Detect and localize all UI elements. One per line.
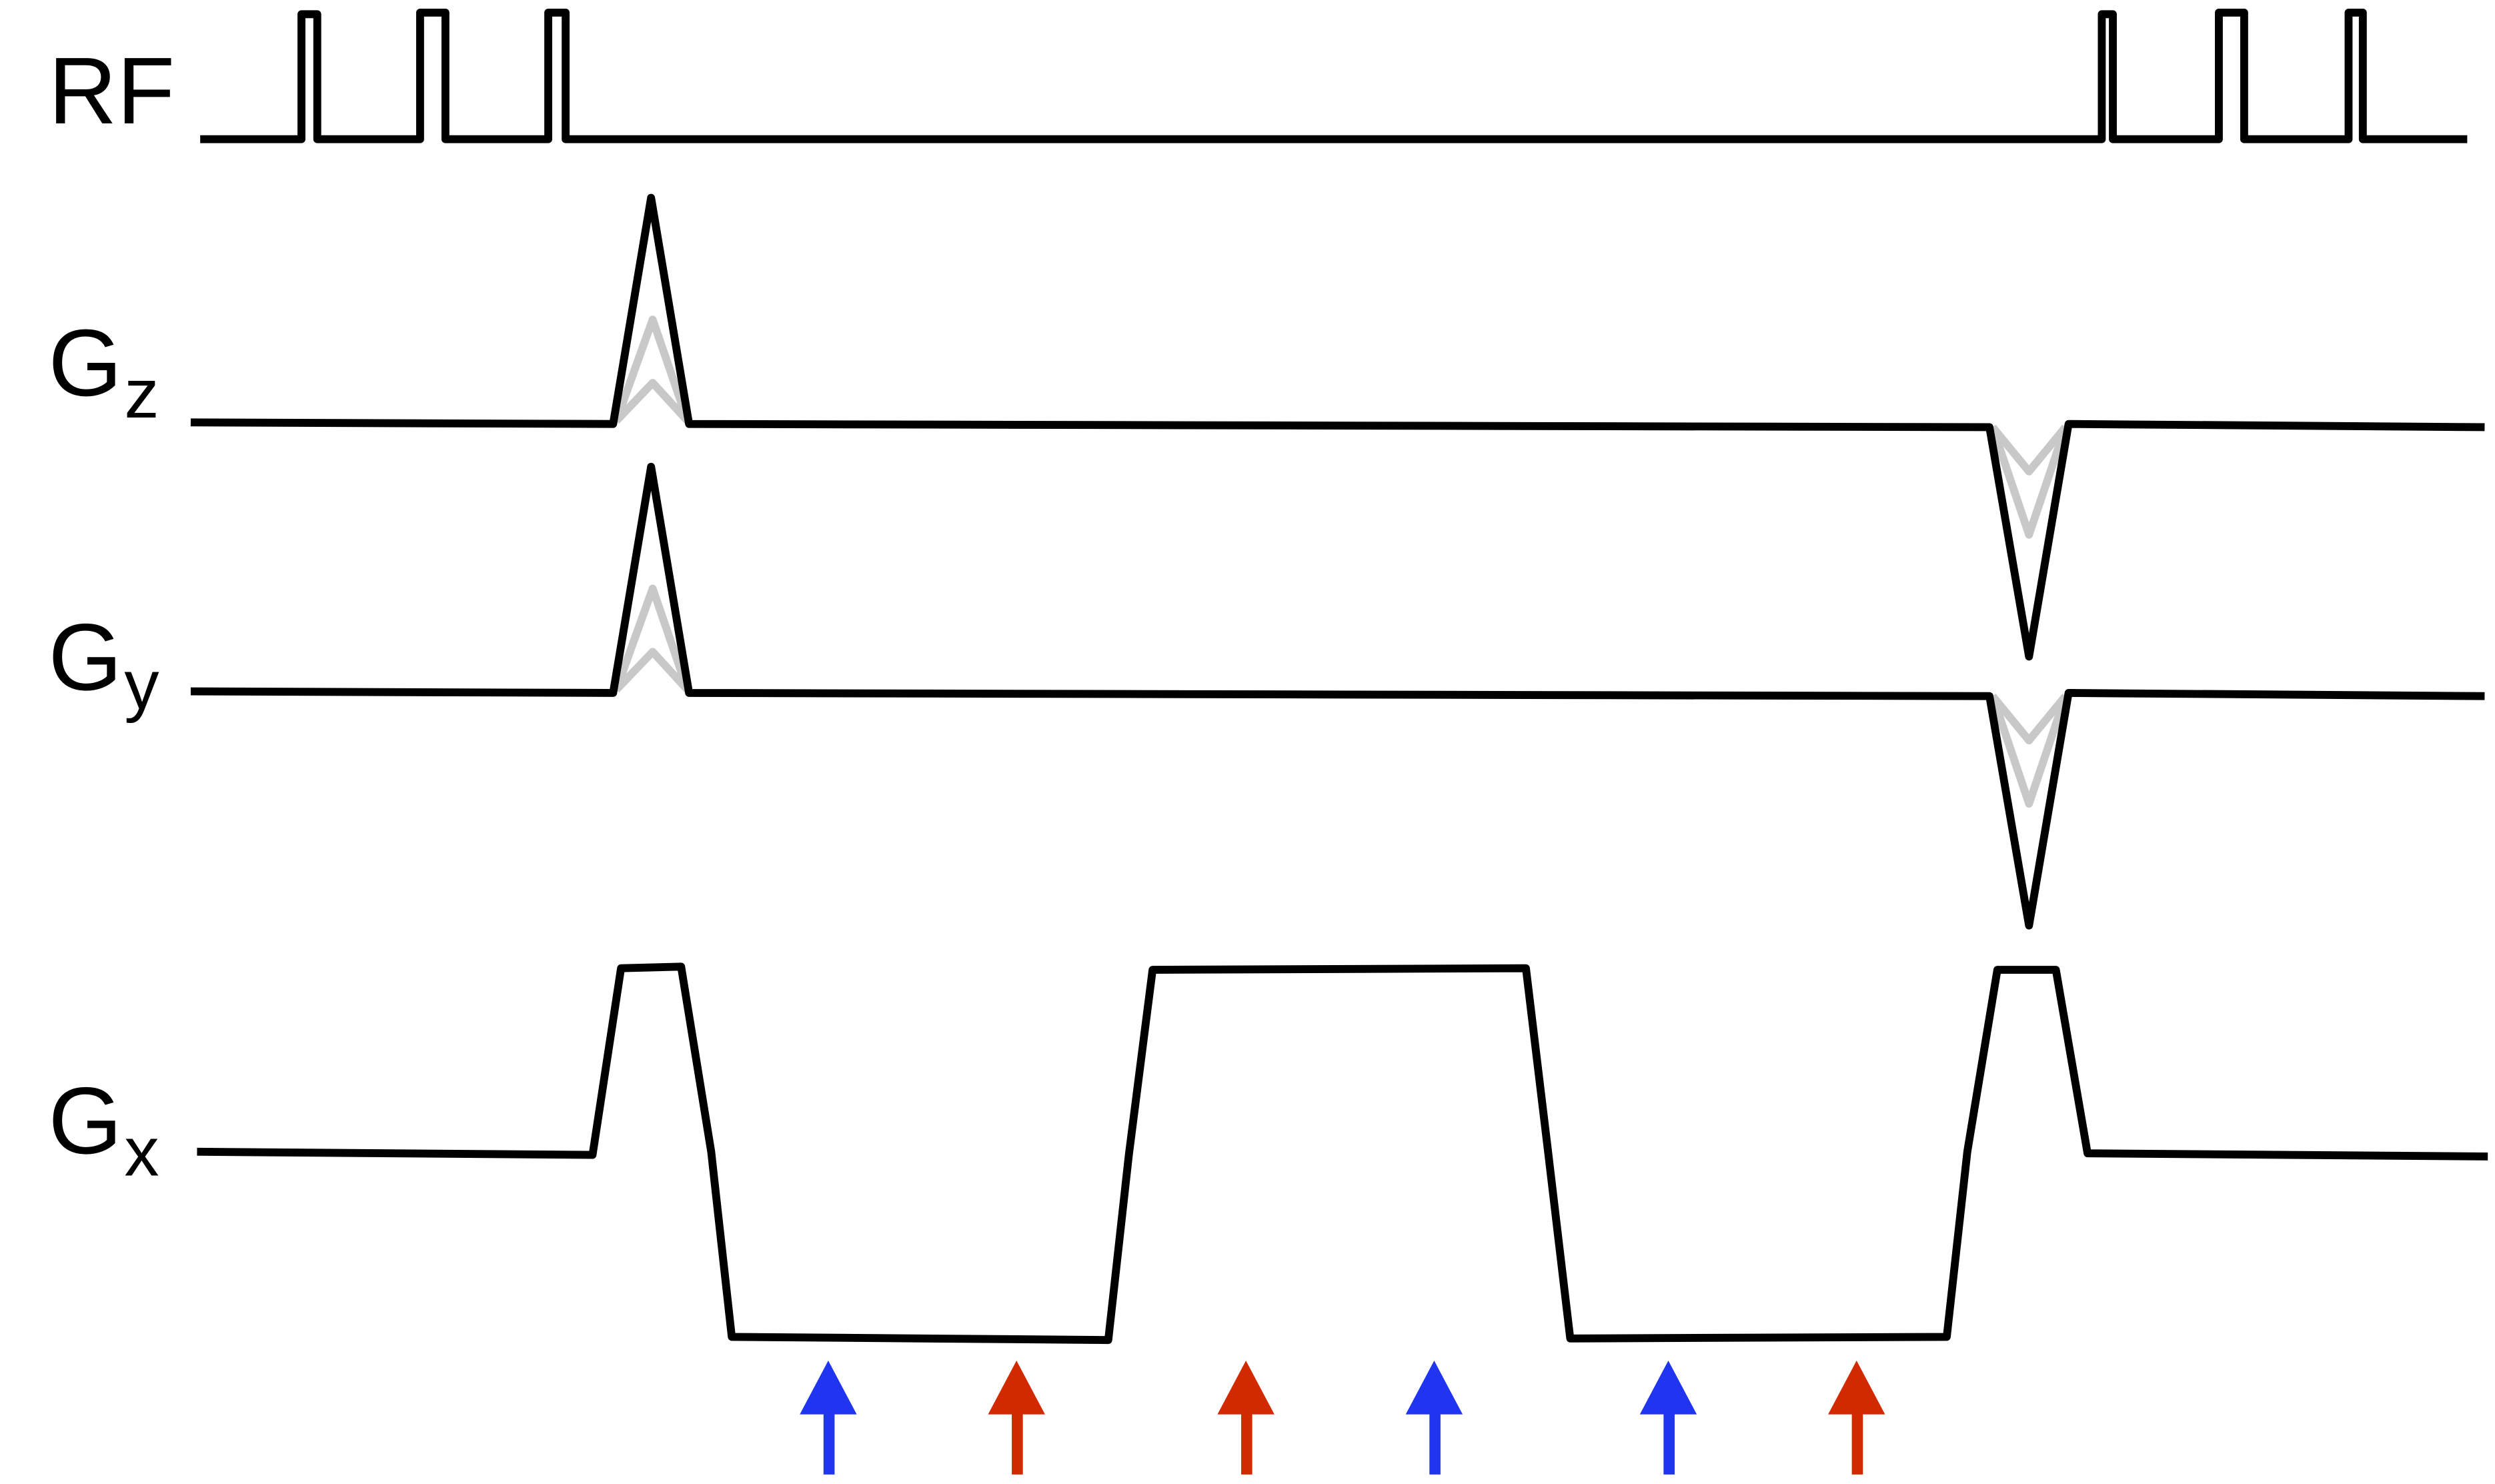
gx-subscript: x — [124, 1113, 159, 1191]
blue-arrow — [1639, 1360, 1697, 1475]
red-arrow — [1828, 1360, 1885, 1475]
gx-waveform — [197, 962, 2488, 1345]
red-arrow — [1217, 1360, 1275, 1475]
gy-waveform — [190, 462, 2485, 930]
gz-label: G — [48, 310, 122, 416]
gx-label: G — [48, 1068, 122, 1174]
gz-waveform — [190, 193, 2485, 661]
gy-ghost — [612, 584, 2069, 808]
blue-arrow — [1405, 1360, 1463, 1475]
blue-arrow — [800, 1360, 857, 1475]
gz-subscript: z — [124, 355, 159, 433]
rf-label: RF — [48, 38, 175, 144]
red-arrow — [988, 1360, 1045, 1475]
gy-subscript: y — [124, 647, 159, 724]
gz-ghost — [612, 315, 2069, 539]
gy-label: G — [48, 604, 122, 710]
sample-arrows — [800, 1360, 1885, 1475]
rf-waveform — [200, 9, 2468, 143]
